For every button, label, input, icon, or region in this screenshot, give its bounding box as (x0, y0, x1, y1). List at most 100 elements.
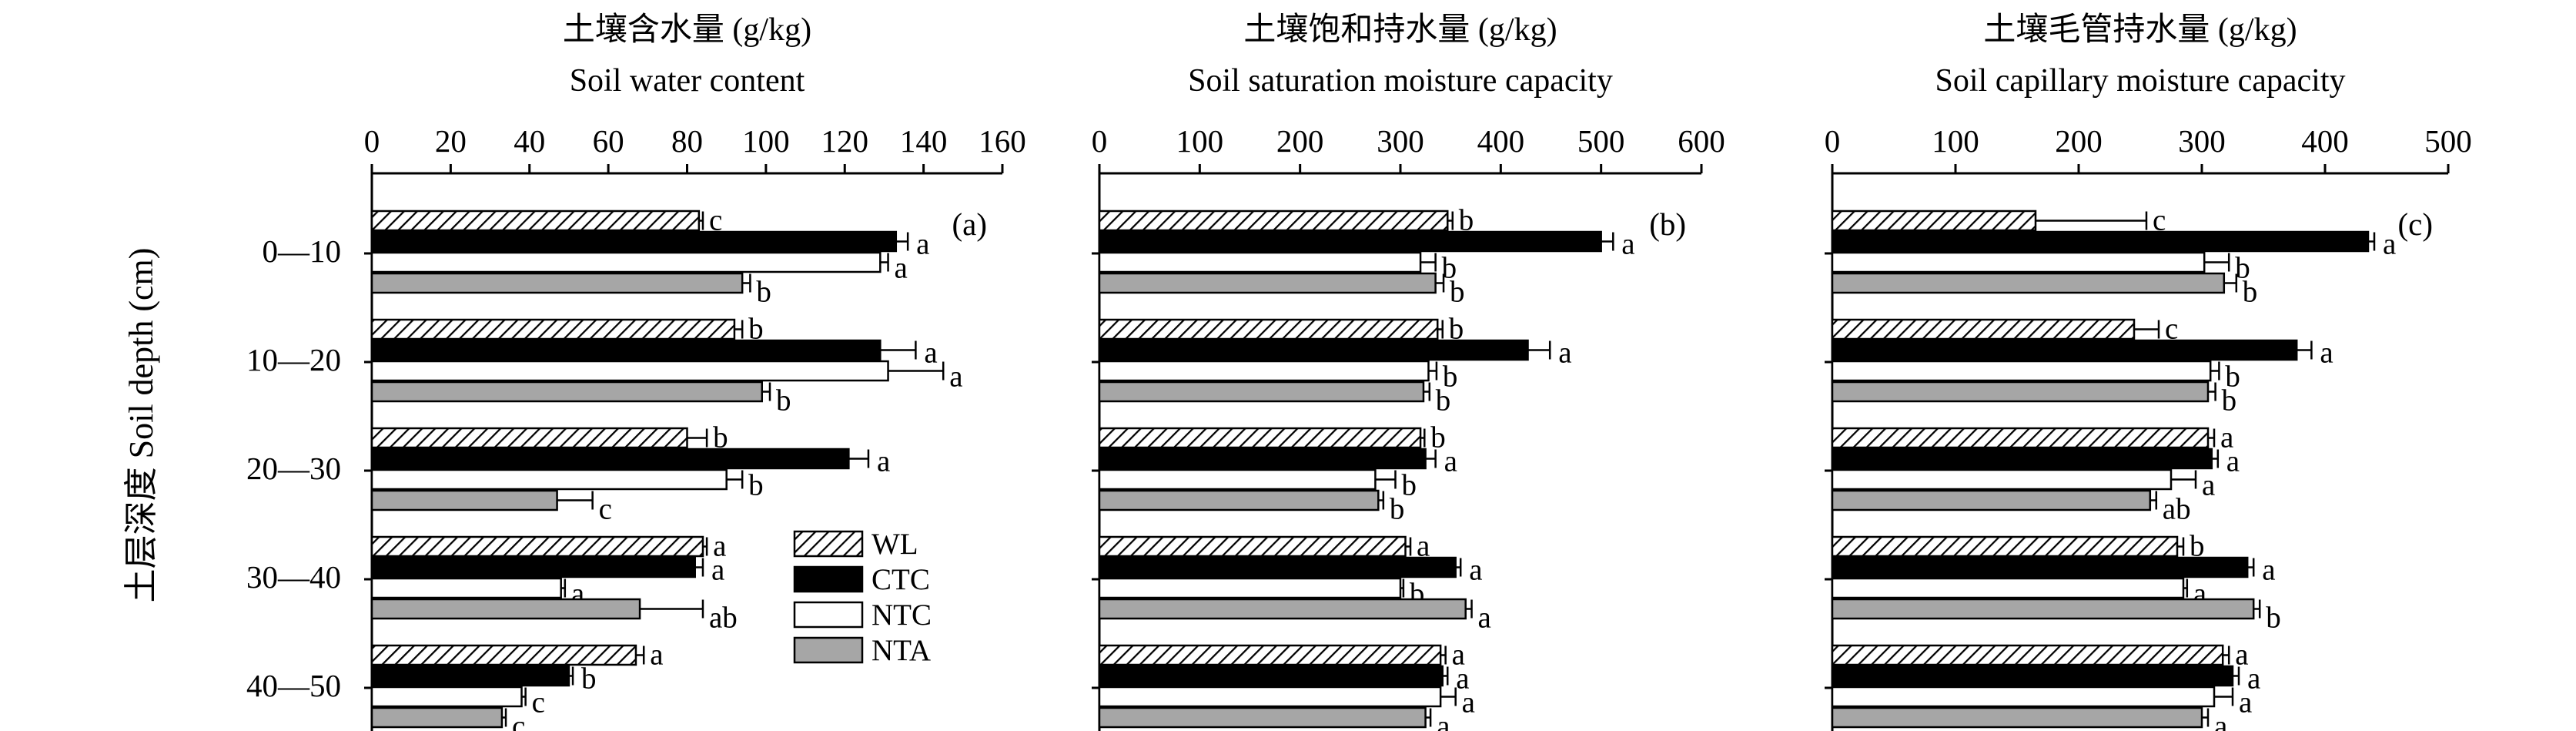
bar-NTC-2 (1098, 468, 1377, 491)
bar-WL-0 (1831, 210, 2037, 232)
bar-NTA-4 (1831, 706, 2203, 729)
bar-CTC-0 (370, 230, 898, 253)
bar-WL-4 (1831, 644, 2224, 666)
legend-label-NTA: NTA (871, 634, 931, 667)
x-tick-label: 600 (1678, 123, 1725, 159)
panels: 土壤含水量 (g/kg) Soil water content 0 20 40 60 80 1… (364, 12, 2472, 731)
bar-NTA-2 (1098, 489, 1380, 511)
bar-CTC-4 (1831, 665, 2234, 687)
y-axis-label: 土层深度 Soil depth (cm) (122, 248, 160, 603)
bar-NTC-4 (1098, 686, 1442, 708)
bar-CTC-2 (1831, 448, 2213, 470)
significance-letter: b (1450, 276, 1465, 309)
bar-NTA-4 (370, 706, 503, 729)
bar-WL-4 (1098, 644, 1442, 666)
panel-title-cn: 土壤饱和持水量 (g/kg) (1243, 12, 1557, 48)
bar-CTC-1 (1098, 339, 1529, 361)
significance-letter: a (2202, 469, 2215, 502)
bar-NTC-1 (1831, 360, 2212, 382)
significance-letter: b (2222, 384, 2237, 417)
significance-letter: c (512, 710, 525, 731)
significance-letter: b (1449, 313, 1464, 346)
bar-WL-2 (1098, 427, 1422, 449)
bar-NTC-1 (1098, 360, 1430, 382)
significance-letter: a (2320, 337, 2333, 370)
significance-letter: a (2239, 686, 2252, 719)
significance-letter: a (1462, 686, 1475, 719)
x-tick-label: 400 (1477, 123, 1525, 159)
panel-label: (b) (1649, 206, 1686, 242)
bar-NTA-2 (370, 489, 558, 511)
bar-WL-2 (1831, 427, 2210, 449)
significance-letter: b (2225, 360, 2240, 394)
x-tick-label: 400 (2301, 123, 2349, 159)
x-tick-label: 200 (1276, 123, 1324, 159)
x-tick-label: 300 (2178, 123, 2226, 159)
bar-NTC-1 (370, 360, 889, 382)
legend-swatch-NTA (793, 636, 864, 664)
bar-CTC-3 (1831, 556, 2249, 578)
x-tick-label: 100 (1932, 123, 1979, 159)
bar-NTA-4 (1098, 706, 1427, 729)
bar-WL-1 (370, 318, 736, 340)
depth-label-4: 40—50 (246, 668, 341, 703)
significance-letter: a (949, 360, 962, 394)
significance-letter: b (1442, 252, 1457, 285)
bar-NTC-4 (370, 686, 523, 708)
bar-NTC-3 (1098, 577, 1402, 599)
x-tick-label: 140 (900, 123, 948, 159)
depth-label-3: 30—40 (246, 559, 341, 595)
significance-letter: b (2266, 602, 2281, 635)
significance-letter: a (1558, 337, 1571, 370)
depth-label-0: 0—10 (263, 233, 342, 269)
significance-letter: b (1430, 421, 1446, 454)
x-tick-label: 500 (2424, 123, 2472, 159)
bar-NTC-4 (1831, 686, 2216, 708)
significance-letter: b (1459, 204, 1474, 237)
significance-letter: a (895, 252, 908, 285)
significance-letter: b (1390, 493, 1405, 526)
bar-NTC-2 (370, 468, 728, 491)
panel-2: 土壤饱和持水量 (g/kg) Soil saturation moisture c… (1092, 12, 1725, 731)
bar-CTC-2 (370, 448, 850, 470)
x-tick-label: 20 (435, 123, 467, 159)
x-tick-label: 0 (1825, 123, 1841, 159)
significance-letter: a (1621, 228, 1634, 261)
x-tick-label: 0 (364, 123, 380, 159)
significance-letter: a (2383, 228, 2396, 261)
bar-CTC-4 (1098, 665, 1444, 687)
legend-label-CTC: CTC (871, 563, 930, 596)
legend-swatch-WL (793, 530, 864, 558)
significance-letter: ab (709, 602, 738, 635)
panel-title-en: Soil capillary moisture capacity (1935, 63, 2346, 99)
bar-NTA-1 (370, 381, 764, 403)
significance-letter: b (581, 662, 597, 696)
significance-letter: a (2247, 662, 2260, 696)
bar-CTC-3 (1098, 556, 1457, 578)
bar-NTA-3 (1098, 598, 1467, 620)
bar-NTC-3 (1831, 577, 2185, 599)
bar-NTA-3 (370, 598, 641, 620)
significance-letter: b (2190, 530, 2205, 563)
x-tick-label: 0 (1092, 123, 1108, 159)
significance-letter: b (756, 276, 771, 309)
significance-letter: c (2165, 313, 2178, 346)
depth-label-2: 20—30 (246, 451, 341, 486)
legend-label-WL: WL (871, 528, 918, 561)
bar-CTC-0 (1098, 230, 1602, 253)
bar-NTA-3 (1831, 598, 2255, 620)
x-tick-label: 40 (514, 123, 545, 159)
significance-letter: a (2235, 639, 2248, 672)
significance-letter: b (713, 421, 728, 454)
significance-letter: ab (2163, 493, 2191, 526)
x-tick-label: 160 (979, 123, 1026, 159)
bar-CTC-3 (370, 556, 696, 578)
bar-NTC-0 (1098, 251, 1422, 273)
x-tick-label: 100 (742, 123, 790, 159)
y-category-labels: 0—10 10—20 20—30 30—40 40—50 (246, 233, 341, 703)
x-tick-label: 80 (671, 123, 703, 159)
bar-NTC-0 (370, 251, 882, 273)
significance-letter: b (776, 384, 791, 417)
bar-CTC-1 (1831, 339, 2298, 361)
significance-letter: b (2235, 252, 2250, 285)
